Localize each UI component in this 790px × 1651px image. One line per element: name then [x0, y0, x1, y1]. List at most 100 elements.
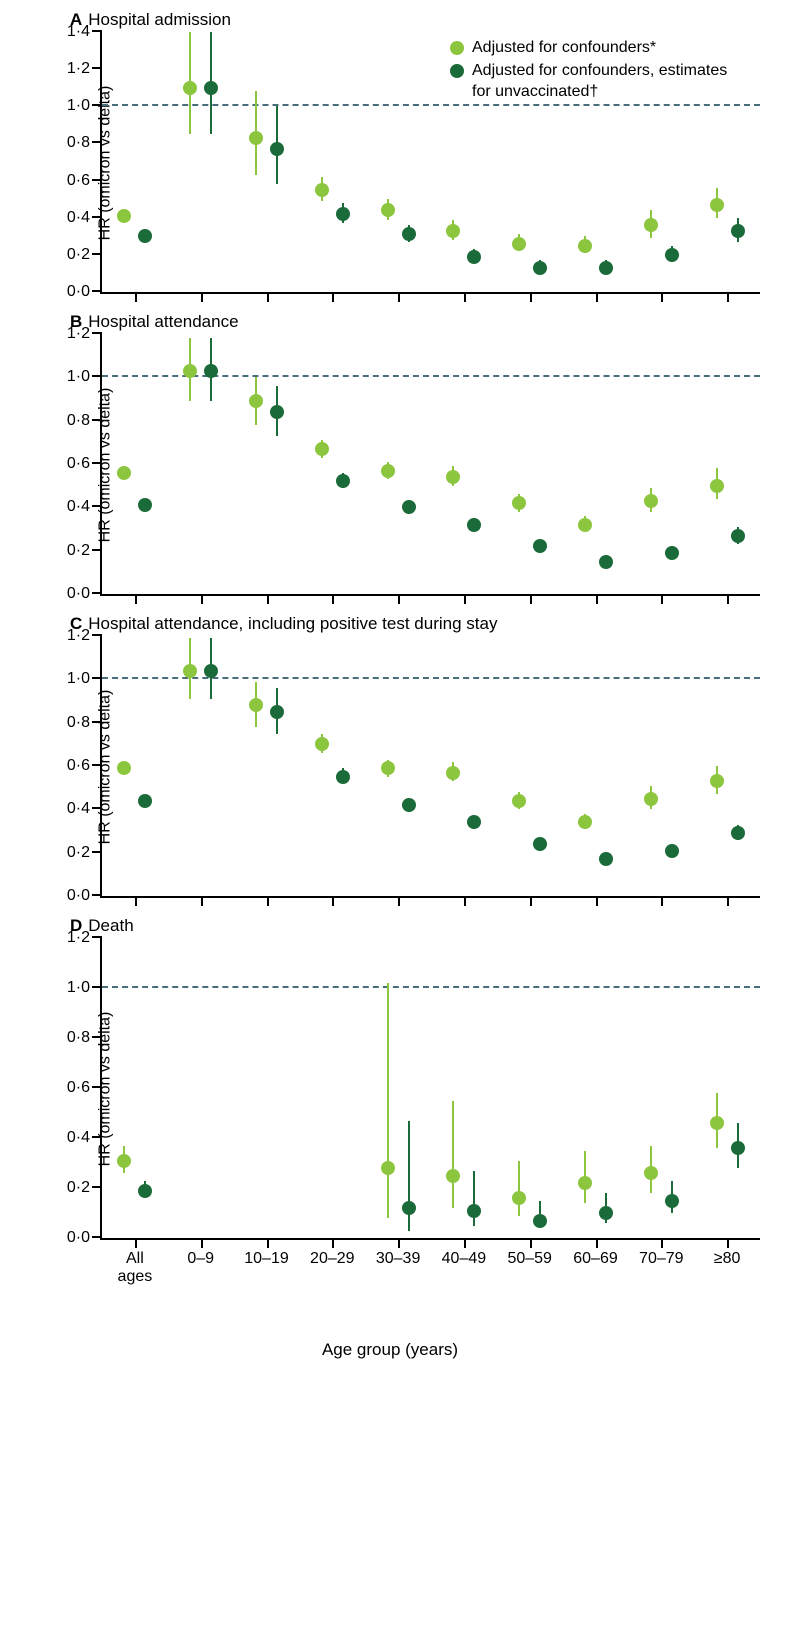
x-tick	[332, 292, 334, 302]
x-tick	[201, 896, 203, 906]
x-tick	[135, 292, 137, 302]
data-point	[138, 229, 152, 243]
data-point	[381, 203, 395, 217]
plot-area: 0·00·20·40·60·81·01·2	[100, 334, 760, 596]
data-point	[270, 142, 284, 156]
data-point	[665, 546, 679, 560]
y-tick-label: 0·2	[67, 1179, 102, 1197]
legend: Adjusted for confounders*Adjusted for co…	[450, 38, 742, 104]
panel-C: CHospital attendance, including positive…	[10, 614, 770, 898]
data-point	[117, 466, 131, 480]
figure-container: AHospital admissionHR (omicron vs delta)…	[0, 0, 790, 1370]
x-tick	[267, 594, 269, 604]
x-tick	[727, 594, 729, 604]
data-point	[446, 766, 460, 780]
x-tick	[267, 292, 269, 302]
panel-B: BHospital attendanceHR (omicron vs delta…	[10, 312, 770, 596]
data-point	[315, 183, 329, 197]
x-tick	[530, 594, 532, 604]
y-tick-label: 1·2	[67, 929, 102, 947]
data-point	[710, 198, 724, 212]
x-tick	[530, 292, 532, 302]
data-point	[138, 1184, 152, 1198]
data-point	[402, 227, 416, 241]
data-point	[533, 539, 547, 553]
data-point	[183, 81, 197, 95]
data-point	[381, 1161, 395, 1175]
data-point	[446, 470, 460, 484]
y-tick-label: 0·4	[67, 209, 102, 227]
x-tick	[201, 292, 203, 302]
legend-item: Adjusted for confounders*	[450, 38, 742, 59]
plot-wrap: HR (omicron vs delta)0·00·20·40·60·81·01…	[50, 636, 770, 898]
x-tick	[464, 292, 466, 302]
data-point	[336, 207, 350, 221]
data-point	[138, 794, 152, 808]
data-point	[117, 209, 131, 223]
error-bar	[387, 983, 389, 1218]
panel-title: DDeath	[70, 916, 770, 936]
x-tick	[267, 896, 269, 906]
x-tick	[464, 594, 466, 604]
x-tick	[661, 896, 663, 906]
panel-D: DDeathHR (omicron vs delta)0·00·20·40·60…	[10, 916, 770, 1280]
data-point	[204, 81, 218, 95]
x-tick	[727, 896, 729, 906]
data-point	[512, 237, 526, 251]
reference-line	[102, 986, 760, 988]
data-point	[731, 529, 745, 543]
data-point	[183, 364, 197, 378]
data-point	[315, 442, 329, 456]
data-point	[336, 474, 350, 488]
plot-wrap: HR (omicron vs delta)0·00·20·40·60·81·01…	[50, 938, 770, 1240]
data-point	[117, 1154, 131, 1168]
legend-marker	[450, 41, 464, 55]
x-tick	[135, 594, 137, 604]
data-point	[665, 844, 679, 858]
data-point	[710, 479, 724, 493]
panel-A: AHospital admissionHR (omicron vs delta)…	[10, 10, 770, 294]
panel-title: CHospital attendance, including positive…	[70, 614, 770, 634]
data-point	[599, 1206, 613, 1220]
y-tick-label: 0·2	[67, 542, 102, 560]
data-point	[710, 1116, 724, 1130]
data-point	[204, 664, 218, 678]
y-tick-label: 1·2	[67, 60, 102, 78]
y-tick-label: 0·2	[67, 246, 102, 264]
y-tick-label: 1·0	[67, 670, 102, 688]
y-tick-label: 1·0	[67, 97, 102, 115]
plot-area: 0·00·20·40·60·81·01·2	[100, 636, 760, 898]
data-point	[512, 496, 526, 510]
y-tick-label: 1·0	[67, 979, 102, 997]
data-point	[467, 250, 481, 264]
panel-subtitle: Hospital attendance	[88, 312, 238, 331]
data-point	[533, 837, 547, 851]
y-tick-label: 0·6	[67, 757, 102, 775]
x-tick	[596, 594, 598, 604]
data-point	[533, 261, 547, 275]
data-point	[731, 224, 745, 238]
data-point	[731, 826, 745, 840]
plot-wrap: HR (omicron vs delta)0·00·20·40·60·81·01…	[50, 32, 770, 294]
legend-marker	[450, 64, 464, 78]
data-point	[249, 131, 263, 145]
y-tick-label: 0·4	[67, 498, 102, 516]
y-tick-label: 1·2	[67, 325, 102, 343]
data-point	[467, 1204, 481, 1218]
y-tick-label: 0·8	[67, 1029, 102, 1047]
panel-subtitle: Hospital admission	[88, 10, 231, 29]
x-label-spacer	[10, 1240, 770, 1280]
panel-title: AHospital admission	[70, 10, 770, 30]
x-tick	[135, 896, 137, 906]
data-point	[533, 1214, 547, 1228]
y-tick-label: 0·4	[67, 800, 102, 818]
data-point	[183, 664, 197, 678]
data-point	[204, 364, 218, 378]
data-point	[665, 1194, 679, 1208]
data-point	[402, 500, 416, 514]
y-tick-label: 0·8	[67, 412, 102, 430]
data-point	[644, 494, 658, 508]
data-point	[644, 792, 658, 806]
data-point	[644, 218, 658, 232]
x-tick	[332, 594, 334, 604]
